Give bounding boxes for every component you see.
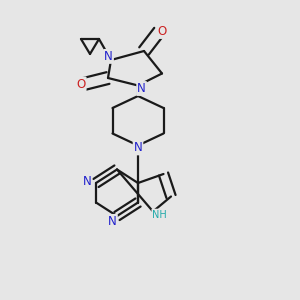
Text: N: N xyxy=(104,50,113,63)
Text: N: N xyxy=(108,215,117,228)
Text: N: N xyxy=(137,82,146,95)
Text: N: N xyxy=(134,141,142,154)
Text: NH: NH xyxy=(152,209,167,220)
Text: O: O xyxy=(76,77,85,91)
Text: N: N xyxy=(82,175,91,188)
Text: O: O xyxy=(158,25,166,38)
